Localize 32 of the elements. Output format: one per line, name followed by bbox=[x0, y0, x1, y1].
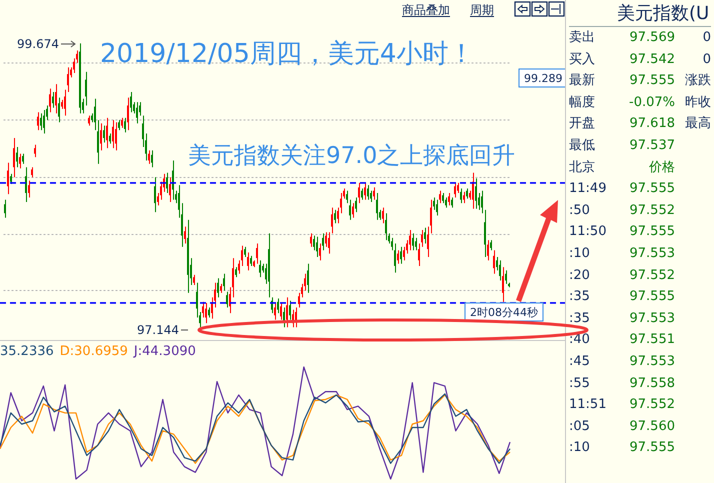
text: 幅度 -0.07% 昨收 bbox=[569, 94, 711, 110]
annotation: 美元指数关注97.0之上探底回升 bbox=[188, 143, 516, 169]
text: :20 97.552 bbox=[569, 268, 675, 283]
annotation: 97.144 bbox=[137, 323, 179, 337]
text: 买入 97.542 0 bbox=[569, 52, 711, 67]
text: :10 97.555 bbox=[569, 440, 675, 456]
text: 35.2336 bbox=[0, 344, 54, 359]
text: J:44.3090 bbox=[132, 344, 196, 359]
text: 99.289 bbox=[524, 72, 562, 85]
text: D:30.6959 bbox=[60, 344, 128, 359]
text: 北京 价格 bbox=[569, 160, 675, 175]
text: 最新 97.555 涨跌 bbox=[569, 73, 711, 88]
text: :45 97.553 bbox=[569, 354, 675, 369]
text: :35 97.555 bbox=[569, 289, 675, 304]
text: :10 97.553 bbox=[569, 246, 675, 261]
text: 开盘 97.618 最高 bbox=[569, 116, 711, 132]
text: :05 97.560 bbox=[569, 418, 675, 434]
text: 11:49 97.555 bbox=[569, 181, 675, 196]
text: :35 97.553 bbox=[569, 310, 675, 326]
text: 11:51 97.552 bbox=[569, 397, 675, 412]
text: 卖出 97.569 0 bbox=[569, 30, 711, 45]
annotation: 周期 bbox=[470, 3, 494, 17]
text: 美元指数(U bbox=[569, 2, 711, 27]
text: :55 97.558 bbox=[569, 376, 675, 390]
text: :50 97.552 bbox=[569, 202, 675, 218]
text: 2019/12/05周四，美元4小时！ bbox=[100, 39, 474, 69]
annotation: 2时08分44秒 bbox=[470, 306, 538, 319]
annotation: 99.674 bbox=[17, 37, 59, 51]
annotation: 商品叠加 bbox=[402, 3, 450, 17]
text: 最低 97.537 bbox=[569, 138, 675, 153]
text: 11:50 97.555 bbox=[569, 224, 675, 240]
text: :40 97.551 bbox=[569, 332, 675, 348]
